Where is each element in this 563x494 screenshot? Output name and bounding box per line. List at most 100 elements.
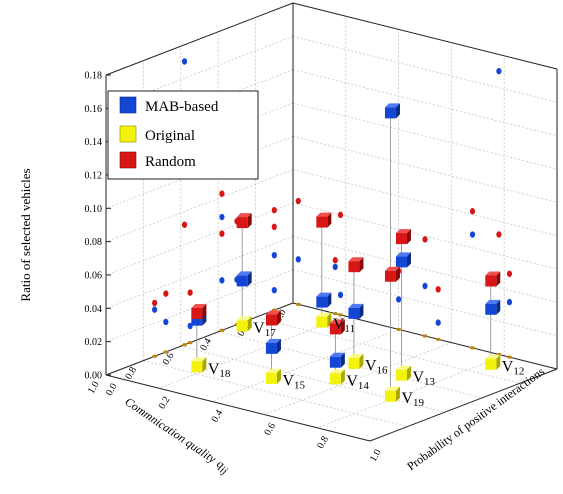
- floor-projection-dot: [187, 341, 193, 345]
- marker-cube-side: [406, 365, 411, 381]
- marker-cube-top: [265, 368, 281, 373]
- x-tick-label: 0.8: [123, 365, 139, 381]
- wall-projection-dot: [163, 290, 169, 297]
- wall-grid-line: [105, 169, 294, 243]
- floor-projection-dot: [422, 334, 428, 338]
- point-label-sub: 19: [413, 397, 425, 409]
- wall-projection-dot: [332, 257, 338, 264]
- marker-cube-side: [247, 316, 252, 332]
- marker-cube: [236, 271, 252, 287]
- wall-projection-dot: [496, 231, 502, 238]
- wall-projection-dot: [152, 306, 158, 313]
- marker-cube-top: [395, 365, 411, 370]
- legend-swatch-random: [119, 151, 137, 169]
- marker-cube-top: [236, 271, 252, 276]
- marker-cube-top: [265, 338, 281, 343]
- floor-projection-dot: [396, 327, 401, 331]
- marker-cube-face: [384, 107, 396, 119]
- marker-cube-face: [265, 372, 277, 384]
- point-label: V19: [401, 390, 424, 409]
- wall-projection-dot: [295, 197, 301, 205]
- point-label-prefix: V: [333, 316, 345, 333]
- marker-cube-face: [316, 296, 328, 308]
- marker-cube-side: [496, 354, 501, 370]
- x-tick-label: 0.6: [161, 351, 177, 367]
- marker-cube-side: [359, 257, 364, 273]
- point-label: V18: [208, 361, 231, 380]
- floor-grid-line: [158, 315, 346, 389]
- marker-cube: [485, 354, 501, 370]
- marker-cube-face: [316, 216, 328, 228]
- wall-projection-dot: [219, 230, 225, 237]
- point-label-sub: 17: [265, 327, 277, 339]
- marker-cube: [316, 212, 332, 228]
- wall-projection-dot: [181, 58, 188, 65]
- point-label: V11: [333, 316, 355, 335]
- marker-cube: [384, 103, 400, 119]
- point-label: V12: [502, 358, 525, 377]
- marker-cube-side: [276, 338, 281, 354]
- marker-cube-top: [485, 354, 501, 359]
- point-label-sub: 11: [344, 323, 355, 335]
- point-label-prefix: V: [282, 372, 294, 389]
- marker-cube-side: [340, 319, 345, 335]
- wall-projection-dot: [295, 256, 301, 263]
- marker-cube-side: [359, 303, 364, 319]
- wall-projection-dot: [396, 296, 402, 303]
- z-tick-label: 0.10: [85, 204, 103, 215]
- marker-cube-side: [395, 386, 400, 402]
- marker-cube-face: [236, 217, 248, 229]
- marker-cube-face: [236, 320, 248, 332]
- marker-cube-face: [191, 308, 203, 320]
- marker-cube: [265, 368, 281, 384]
- point-label-sub: 18: [219, 368, 231, 380]
- marker-cube-side: [327, 212, 332, 228]
- marker-cube: [329, 352, 345, 368]
- wall-projection-dot: [219, 213, 225, 221]
- wall-projection-dot: [271, 223, 277, 231]
- marker-cube-face: [485, 303, 497, 315]
- z-tick-label: 0.06: [85, 271, 103, 282]
- wall-grid-line: [292, 135, 558, 203]
- wall-projection-dot: [506, 270, 513, 277]
- legend-label-original: Original: [145, 128, 195, 144]
- marker-cube-face: [316, 316, 328, 328]
- wall-projection-dot: [163, 318, 169, 326]
- wall-grid-line: [292, 202, 558, 270]
- marker-cube-face: [329, 356, 341, 368]
- point-label-sub: 14: [358, 380, 370, 392]
- point-label-sub: 15: [294, 379, 306, 391]
- marker-cube-top: [236, 316, 252, 321]
- x-axis-label-subscript: ij: [218, 464, 230, 477]
- wall-grid-line: [292, 102, 558, 170]
- wall-grid-line: [292, 235, 558, 303]
- wall-projection-dot: [271, 207, 277, 214]
- x-tick-label: 1.0: [86, 380, 102, 396]
- marker-cube-top: [329, 369, 345, 374]
- marker-cube: [329, 369, 345, 385]
- marker-cube-face: [329, 373, 341, 385]
- marker-cube-top: [316, 292, 332, 297]
- marker-cube-side: [406, 252, 411, 268]
- wall-projection-dot: [422, 282, 428, 290]
- marker-cube: [485, 271, 501, 287]
- marker-cube-side: [247, 213, 252, 229]
- marker-cube-top: [348, 257, 364, 262]
- marker-cube-top: [348, 353, 364, 358]
- marker-cube-top: [485, 271, 501, 276]
- marker-cube-face: [348, 261, 360, 273]
- floor-projection-dot: [332, 311, 338, 316]
- point-label-sub: 16: [377, 364, 389, 376]
- point-label-prefix: V: [208, 361, 220, 378]
- marker-cube-face: [329, 323, 341, 335]
- marker-cube-side: [340, 369, 345, 385]
- point-label-sub: 12: [513, 365, 524, 377]
- marker-cube-side: [327, 292, 332, 308]
- z-tick-label: 0.12: [85, 171, 103, 182]
- marker-cube-side: [276, 310, 281, 326]
- marker-cube-side: [496, 271, 501, 287]
- wall-projection-dot: [422, 236, 428, 243]
- marker-cube-face: [485, 275, 497, 287]
- marker-cube: [384, 386, 400, 402]
- x-axis-label-text: Commnication quality: [122, 394, 219, 466]
